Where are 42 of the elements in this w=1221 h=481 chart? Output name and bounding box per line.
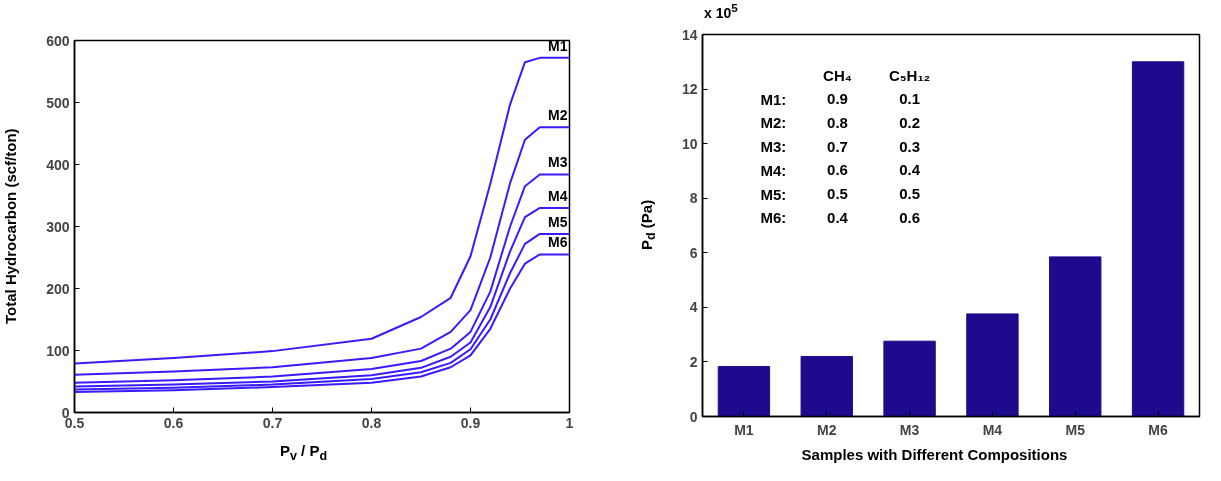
y-tick-label: 12 bbox=[681, 81, 698, 98]
series-label: M3 bbox=[548, 154, 568, 171]
text: x 10$^{5}$ bbox=[703, 0, 738, 23]
x-tick-label: M2 bbox=[817, 421, 837, 438]
x-tick-label: 0.6 bbox=[163, 414, 184, 431]
x-tick-label: 1 bbox=[565, 414, 574, 431]
text: M6: 0.4 0.6 bbox=[760, 208, 921, 227]
x-axis-title: P$_{v}$ / P$_{d}$ bbox=[278, 441, 329, 465]
x-tick-label: 0.8 bbox=[361, 414, 382, 431]
x-tick-label: 0.9 bbox=[460, 414, 481, 431]
text: M3: 0.7 0.3 bbox=[760, 137, 921, 156]
text: M5: 0.5 0.5 bbox=[760, 185, 921, 203]
y-tick-label: 200 bbox=[46, 280, 70, 297]
x-axis-title: Samples with Different Compositions bbox=[800, 445, 1069, 465]
series-label: M6 bbox=[548, 234, 568, 251]
y-tick-label: 10 bbox=[681, 135, 698, 152]
series-label: M1 bbox=[548, 37, 568, 54]
y-tick-label: 100 bbox=[46, 342, 70, 359]
series-label: M5 bbox=[548, 213, 568, 230]
y-axis-title: Total Hydrocarbon (scf/ton) bbox=[1, 127, 20, 326]
y-tick-label: 500 bbox=[46, 94, 70, 111]
series-label: M4 bbox=[548, 187, 568, 204]
x-tick-label: 0.7 bbox=[262, 414, 283, 431]
y-tick-label: 6 bbox=[689, 244, 698, 261]
text: CH₄ C₅H₁₂ bbox=[823, 66, 931, 84]
y-tick-label: 600 bbox=[46, 32, 70, 49]
x-tick-label: M6 bbox=[1148, 421, 1169, 438]
text: M4: 0.6 0.4 bbox=[760, 161, 921, 179]
y-tick-label: 300 bbox=[46, 218, 70, 235]
x-tick-label: M3 bbox=[899, 421, 920, 438]
text: M1: 0.9 0.1 bbox=[760, 90, 921, 108]
x-tick-label: M1 bbox=[734, 421, 754, 438]
x-tick-label: M4 bbox=[982, 421, 1003, 438]
x-tick-label: M5 bbox=[1065, 421, 1086, 438]
y-tick-label: 14 bbox=[681, 26, 698, 43]
y-tick-label: 400 bbox=[46, 156, 70, 173]
y-tick-label: 2 bbox=[689, 353, 698, 370]
y-tick-label: 4 bbox=[689, 299, 698, 316]
text: M2: 0.8 0.2 bbox=[760, 113, 921, 132]
series-label: M2 bbox=[548, 107, 568, 124]
y-tick-label: 8 bbox=[689, 190, 698, 207]
y-tick-label: 0 bbox=[689, 408, 698, 425]
